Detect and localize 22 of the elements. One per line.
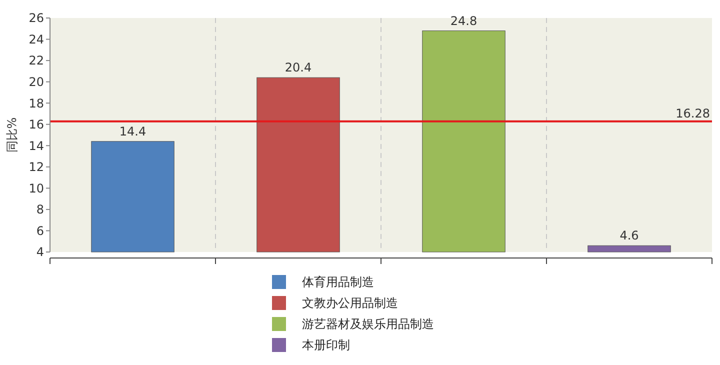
legend-label: 本册印制 xyxy=(302,338,350,352)
legend-label: 文教办公用品制造 xyxy=(302,296,398,310)
y-tick-label: 16 xyxy=(28,118,44,132)
y-tick-label: 14 xyxy=(28,138,44,153)
y-tick-label: 12 xyxy=(28,160,44,174)
data-label: 4.6 xyxy=(620,228,639,243)
y-tick-label: 10 xyxy=(28,181,44,196)
y-tick-label: 26 xyxy=(28,11,44,26)
y-tick-label: 8 xyxy=(36,202,44,217)
legend-label: 游艺器材及娱乐用品制造 xyxy=(302,317,434,332)
y-axis-title: 同比% xyxy=(5,117,19,153)
data-label: 24.8 xyxy=(450,14,478,28)
ref-line-label: 16.28 xyxy=(676,106,710,120)
y-tick-label: 4 xyxy=(36,245,44,260)
y-tick-label: 22 xyxy=(28,54,44,68)
data-label: 20.4 xyxy=(284,60,312,75)
data-label: 14.4 xyxy=(119,124,146,138)
y-tick-label: 24 xyxy=(28,32,44,46)
y-tick-label: 6 xyxy=(36,224,44,238)
y-tick-label: 20 xyxy=(28,75,44,90)
y-tick-label: 18 xyxy=(28,96,44,110)
legend-label: 体育用品制造 xyxy=(302,275,374,290)
